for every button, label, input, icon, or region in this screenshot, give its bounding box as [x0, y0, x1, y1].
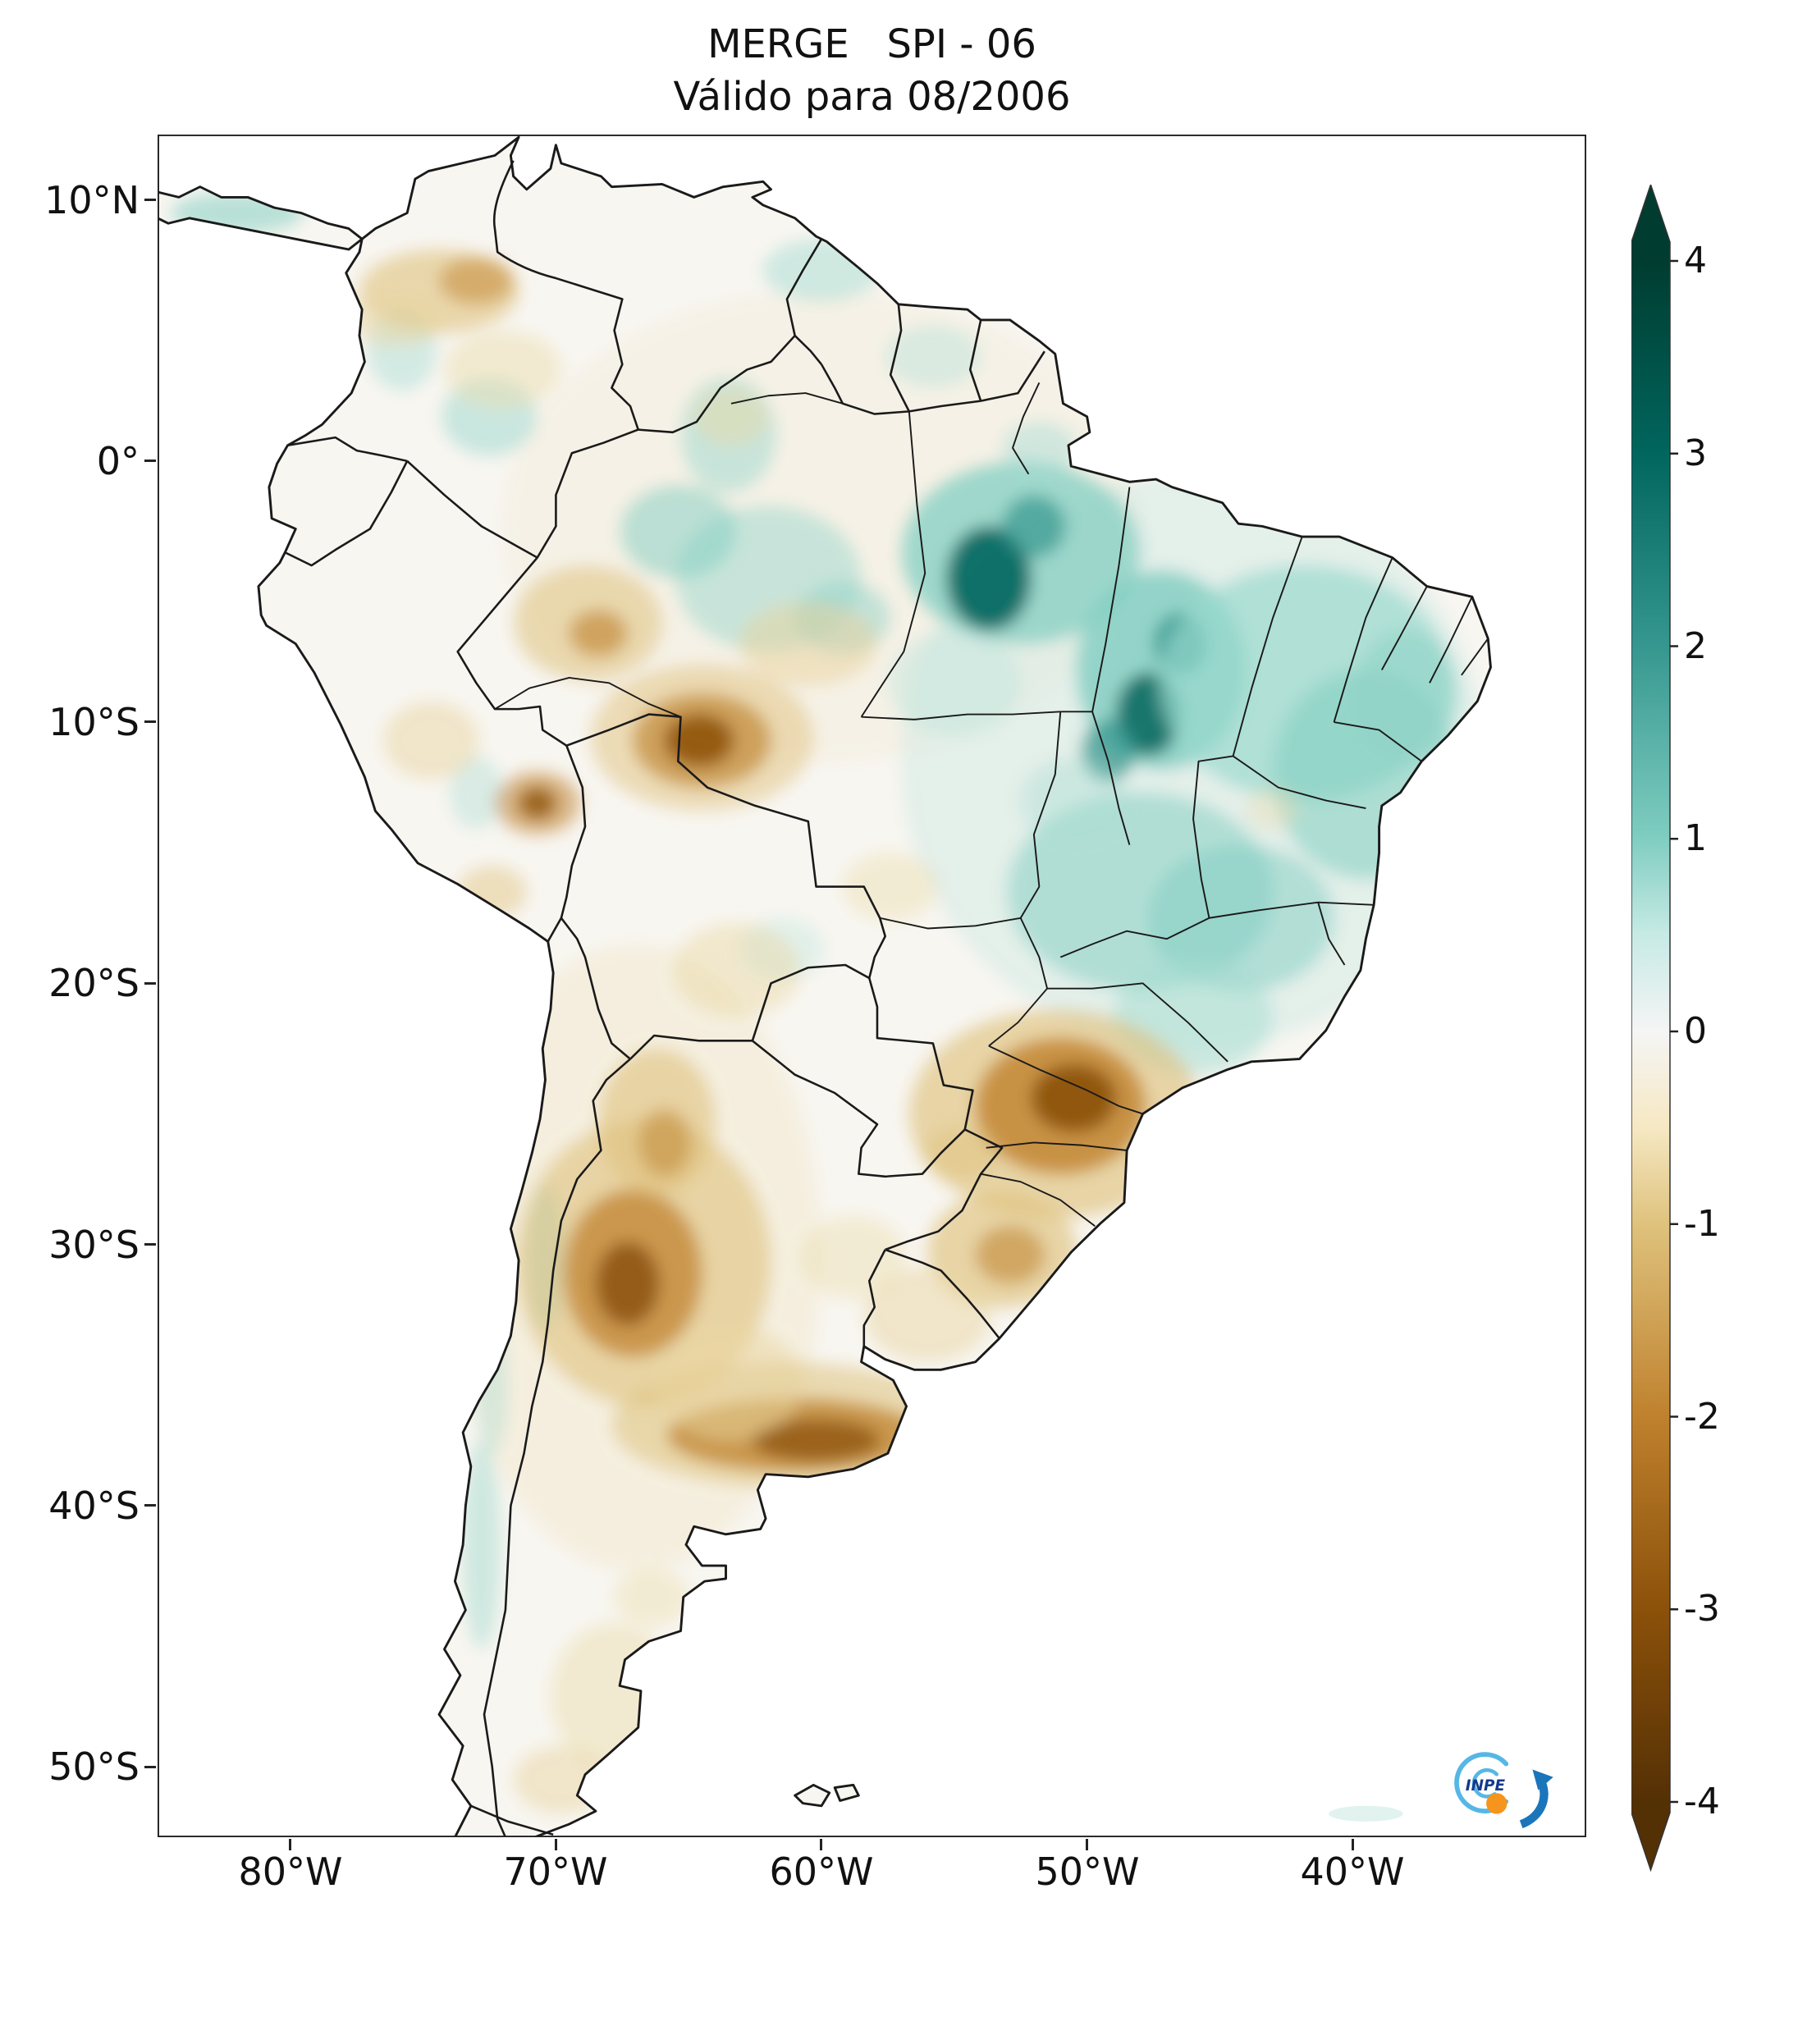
cb-tick-n3: -3 — [1684, 1588, 1720, 1630]
colorbar-extend-min — [1631, 1813, 1670, 1870]
state-borders — [494, 382, 1489, 1228]
tick-mark — [144, 1243, 156, 1246]
y-tick-label-0: 0° — [96, 439, 140, 483]
x-tick-label-40W: 40°W — [1300, 1850, 1405, 1894]
cb-tick-n2: -2 — [1684, 1396, 1720, 1438]
coastline — [158, 135, 1492, 1837]
country-borders — [284, 160, 1045, 1837]
inpe-logo: INPE — [1454, 1752, 1553, 1829]
tick-mark — [144, 460, 156, 462]
chart-subtitle: Válido para 08/2006 — [673, 74, 1071, 120]
tick-mark — [144, 1504, 156, 1507]
colorbar — [1631, 185, 1678, 1873]
cb-tick-n4: -4 — [1684, 1781, 1720, 1822]
x-tick-label-60W: 60°W — [769, 1850, 874, 1894]
tick-mark — [1352, 1839, 1354, 1850]
tick-mark — [144, 720, 156, 723]
tick-mark — [144, 1766, 156, 1768]
y-tick-label-20S: 20°S — [48, 961, 140, 1005]
chart-title: MERGE SPI - 06 — [707, 21, 1036, 67]
y-tick-label-10N: 10°N — [44, 178, 140, 222]
tick-mark — [144, 982, 156, 985]
y-tick-label-10S: 10°S — [48, 700, 140, 744]
tick-mark — [144, 199, 156, 201]
y-tick-label-50S: 50°S — [48, 1744, 140, 1789]
cb-tick-2: 2 — [1684, 625, 1707, 667]
tick-mark — [289, 1839, 291, 1850]
x-tick-label-80W: 80°W — [238, 1850, 343, 1894]
y-tick-label-40S: 40°S — [48, 1484, 140, 1528]
inpe-swirl-inner-icon — [1471, 1767, 1499, 1799]
y-tick-label-30S: 30°S — [48, 1223, 140, 1267]
south-america-spi-map — [158, 135, 1586, 1837]
cb-tick-n1: -1 — [1684, 1203, 1720, 1245]
cb-tick-4: 4 — [1684, 240, 1707, 281]
x-tick-label-50W: 50°W — [1035, 1850, 1140, 1894]
spi-field — [171, 192, 1486, 1814]
cb-tick-0: 0 — [1684, 1010, 1707, 1052]
tick-mark — [555, 1839, 557, 1850]
cb-tick-3: 3 — [1684, 432, 1707, 474]
ocean-artifact — [1329, 1805, 1403, 1822]
inpe-swirl-icon — [1454, 1752, 1509, 1813]
colorbar-outline — [1631, 185, 1671, 1873]
cb-tick-1: 1 — [1684, 817, 1707, 859]
colorbar-gradient — [1631, 242, 1670, 1813]
inpe-orange-dot-icon — [1486, 1793, 1507, 1814]
inpe-logo-text: INPE — [1466, 1777, 1506, 1795]
colorbar-extend-max — [1631, 185, 1670, 242]
x-tick-label-70W: 70°W — [503, 1850, 608, 1894]
colorbar-tick-marks — [1670, 259, 1678, 1804]
tick-mark — [820, 1839, 822, 1850]
tick-mark — [1086, 1839, 1088, 1850]
inpe-arrowhead-icon — [1532, 1769, 1553, 1790]
